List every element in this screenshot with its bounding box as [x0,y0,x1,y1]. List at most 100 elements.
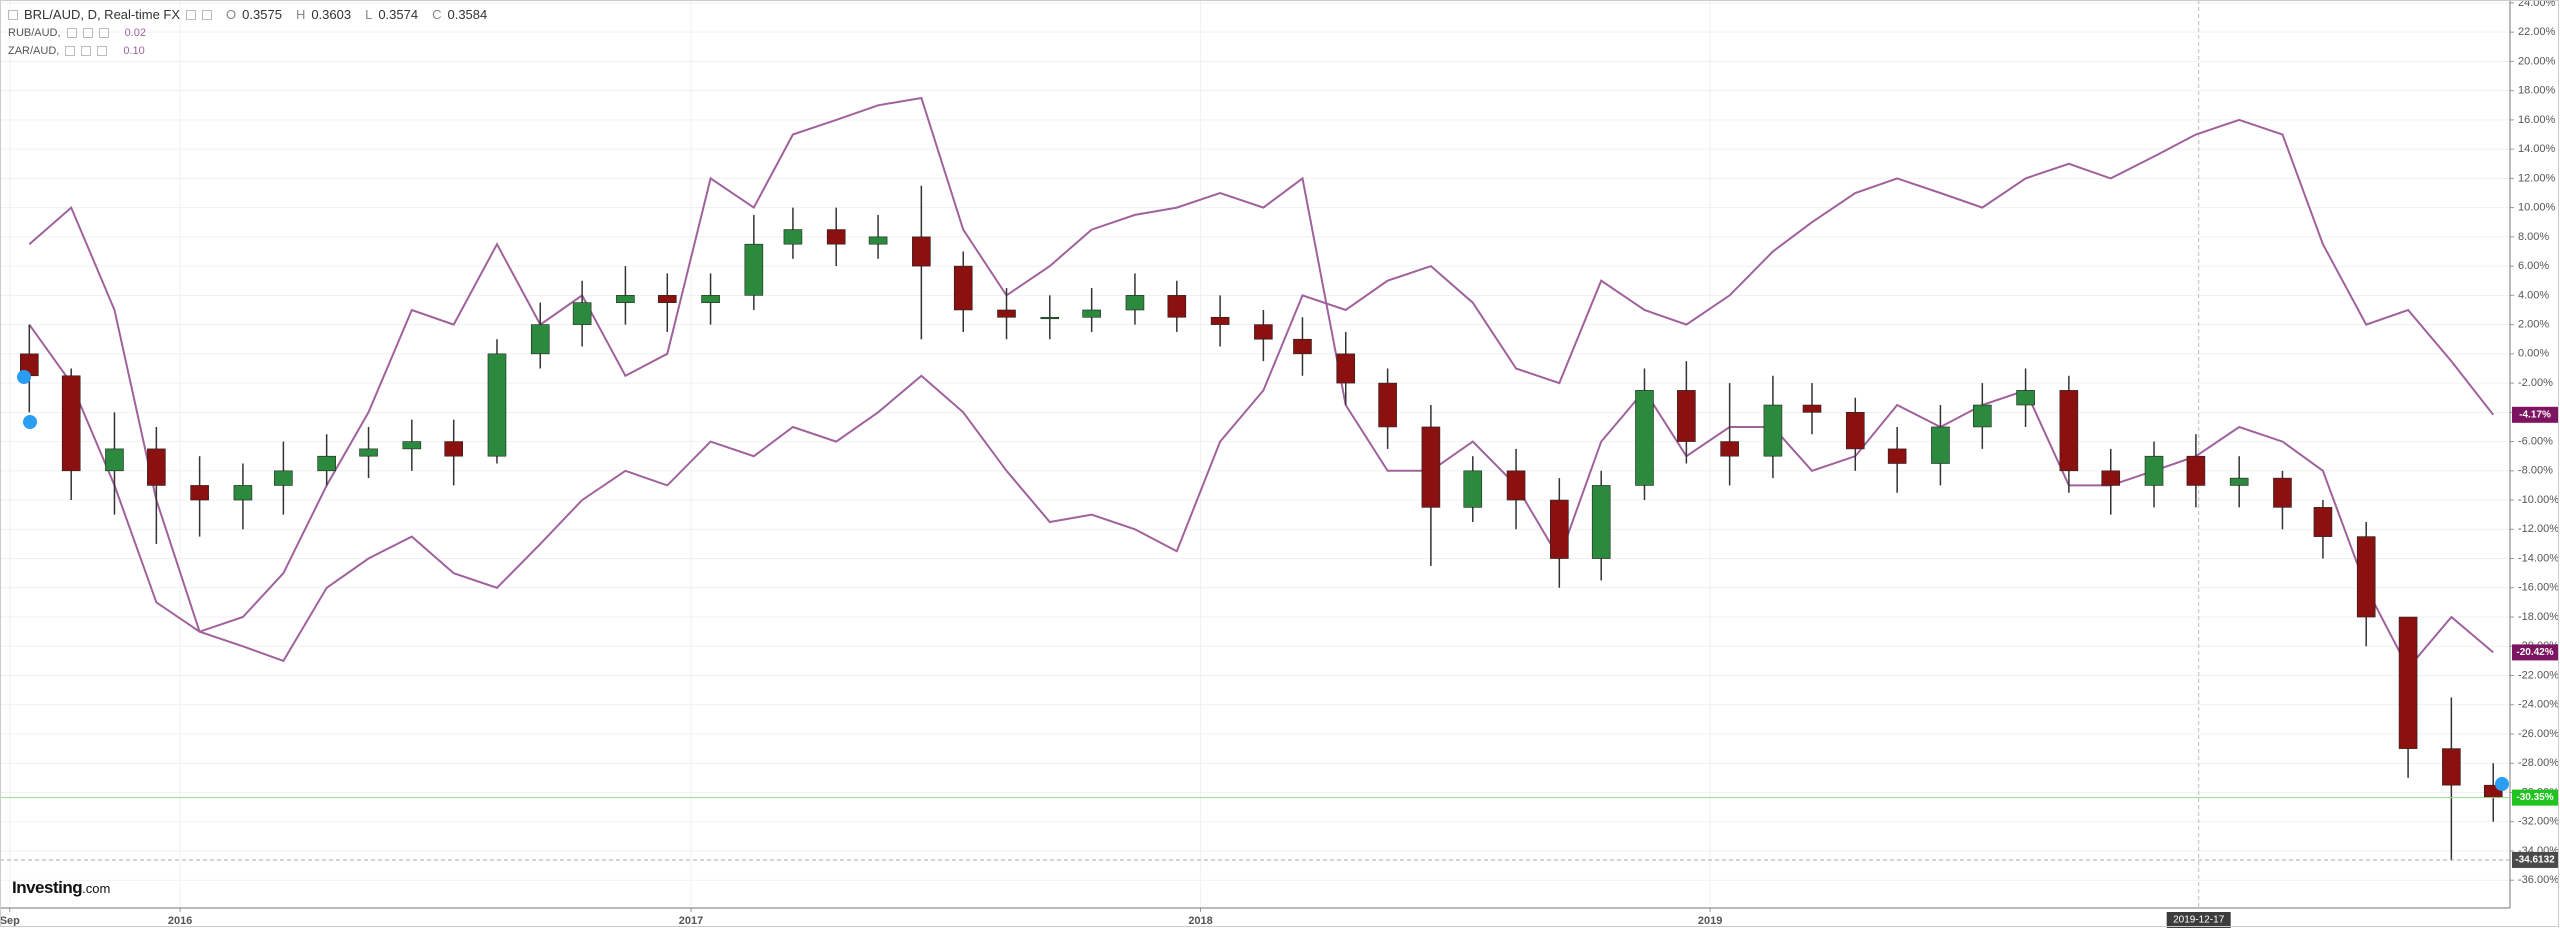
x-tick-label: Sep [0,915,20,927]
event-marker [2495,777,2509,791]
candle-body [2313,507,2333,537]
series-line [28,118,2494,663]
legend-value: 0.02 [124,27,146,39]
candle-body [487,353,507,457]
y-tick-label: -24.00% [2518,699,2559,711]
candle-body [1336,353,1356,384]
candle-body [1378,382,1397,428]
candle-body [997,309,1016,318]
candle-body [1421,426,1441,508]
legend: BRL/AUD, D, Real-time FX O 0.3575 H 0.3603 L… [8,6,487,60]
series-name: BRL/AUD, D, Real-time FX [24,7,181,22]
legend-row: ZAR/AUD, 0.10 [8,42,487,60]
legend-close[interactable] [98,28,109,38]
logo-name: Investing [12,878,83,897]
candle-body [2398,616,2418,749]
series-name: RUB/AUD, [8,27,61,39]
event-marker [17,370,31,384]
candle-body [572,302,592,325]
y-tick-label: 4.00% [2518,289,2549,301]
candle-body [359,448,378,457]
price-badge [2512,644,2558,661]
legend-close[interactable] [97,46,108,56]
candle-body [2273,477,2292,508]
legend-value: 0.10 [123,45,145,57]
price-badge-label: -30.35% [2516,792,2553,803]
crosshair-label-bg [2166,912,2231,928]
candle-body [1677,390,1696,442]
ohlc-key: C [432,7,442,22]
candle-body [868,236,888,245]
candle-body [1763,404,1783,457]
y-tick-label: -18.00% [2518,611,2559,623]
legend-toggle[interactable] [65,46,76,56]
candle-body [2442,748,2461,786]
candle-body [783,229,803,245]
legend-toggle[interactable] [66,28,77,38]
candle-body [105,448,124,472]
candle-body [61,375,81,472]
y-tick-label: -16.00% [2518,582,2559,594]
candle-body [657,295,677,303]
candle-body [826,229,846,245]
legend-close[interactable] [202,10,213,20]
candle-body [1973,404,1992,428]
y-tick-label: 18.00% [2518,85,2556,97]
y-tick-label: -28.00% [2518,757,2559,769]
ohlc-key: L [365,7,373,22]
y-tick-label: -32.00% [2518,816,2559,828]
y-tick-label: 16.00% [2518,114,2556,126]
candle-body [1082,309,1101,318]
candle-body [147,448,166,486]
price-badge [2512,851,2558,868]
ohlc-key: O [226,7,237,22]
y-tick-label: -6.00% [2518,435,2553,447]
candle-body [1887,448,1907,464]
y-tick-label: 10.00% [2518,202,2556,214]
y-tick-label: 2.00% [2518,319,2549,331]
candle-body [530,324,550,355]
candle-body [616,295,635,303]
candle-body [2144,455,2164,486]
candle-body [1550,499,1569,559]
candle-body [1210,316,1230,325]
legend-row: RUB/AUD, 0.02 [8,24,487,42]
x-tick-label: 2016 [168,915,192,927]
logo-suffix: .com [82,881,111,896]
candle-body [2016,390,2035,406]
price-badge-label: -4.17% [2519,409,2551,420]
x-tick-label: 2019 [1698,915,1722,927]
legend-settings[interactable] [82,28,93,38]
y-tick-label: 12.00% [2518,172,2556,184]
candle-body [317,455,336,472]
y-tick-label: -14.00% [2518,552,2559,564]
series-name: ZAR/AUD, [8,45,60,57]
legend-settings[interactable] [81,46,92,56]
price-badge [2512,406,2558,423]
candle-body [953,265,973,311]
candle-body [1167,295,1187,318]
y-tick-label: -10.00% [2518,494,2559,506]
x-tick-label: 2017 [679,915,703,927]
candle-body [2186,455,2206,486]
ohlc-value: 0.3603 [311,7,352,22]
logo: Investing.com [12,878,110,898]
y-tick-label: -26.00% [2518,728,2559,740]
y-tick-label: 8.00% [2518,231,2549,243]
candle-body [1845,412,1865,450]
legend-toggle[interactable] [8,10,18,20]
legend-settings[interactable] [186,10,197,20]
y-tick-label: 6.00% [2518,260,2549,272]
candle-body [2356,536,2376,618]
candle-body [701,295,720,303]
y-tick-label: 14.00% [2518,143,2556,155]
candle-body [190,485,209,501]
candle-body [2101,470,2121,486]
y-tick-label: 22.00% [2518,26,2556,38]
y-tick-label: 24.00% [2518,0,2556,9]
candle-body [1720,441,1739,457]
candle-body [1506,470,1526,501]
candle-body [2229,477,2249,486]
